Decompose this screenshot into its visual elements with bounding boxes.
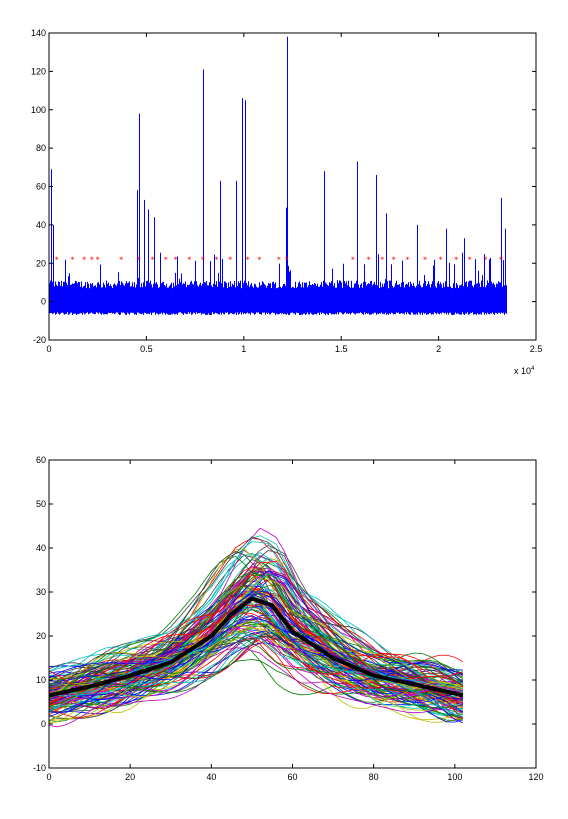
chart-2-x-tick-label: 60 (287, 772, 297, 782)
chart-1-peak-marker: * (277, 255, 281, 264)
chart-1-y-tick-label: 120 (31, 66, 46, 76)
chart-1-peak-marker: * (439, 255, 443, 264)
chart-1-peak-marker: * (246, 255, 250, 264)
chart-1-peak-marker: * (70, 255, 74, 264)
chart-1-peak-marker: * (366, 255, 370, 264)
chart-2-curve (48, 637, 463, 707)
chart-2-curve (48, 618, 463, 692)
chart-1-y-tick-label: -20 (33, 335, 46, 345)
chart-2-x-tick-label: 120 (528, 772, 543, 782)
chart-2-curve (48, 555, 464, 698)
chart-1-peak-marker: * (201, 255, 205, 264)
chart-1-x-tick-label: 0.5 (140, 344, 153, 354)
chart-2-y-tick-label: 60 (36, 455, 46, 465)
chart-1-peak-marker: * (423, 255, 427, 264)
chart-1-peak-marker: * (257, 255, 261, 264)
chart-2-curve (48, 593, 464, 721)
chart-1-y-tick-label: 80 (36, 143, 46, 153)
chart-1-x-multiplier-exponent: 4 (531, 366, 535, 372)
chart-1-peak-marker: * (150, 255, 154, 264)
chart-2-x-tick-label: 100 (447, 772, 462, 782)
chart-1-y-tick-label: 60 (36, 182, 46, 192)
chart-2-y-tick-label: 30 (36, 587, 46, 597)
chart-1-x-multiplier-base: x 10 (514, 366, 531, 376)
chart-2-curve (48, 549, 464, 713)
chart-1-peak-marker: * (468, 255, 472, 264)
chart-2-x-tick-label: 0 (46, 772, 51, 782)
chart-1-x-tick-label: 1.5 (335, 344, 348, 354)
chart-2-curve (48, 619, 464, 715)
chart-2-y-tick-label: 20 (36, 631, 46, 641)
chart-2-curve (48, 605, 464, 723)
chart-1-y-tick-label: 140 (31, 28, 46, 38)
chart-2-plot-area (48, 527, 464, 728)
chart-1-y-tick-label: 0 (41, 297, 46, 307)
chart-1-peak-marker: * (119, 255, 123, 264)
chart-1-y-tick-label: 20 (36, 258, 46, 268)
chart-1-peak-marker: * (82, 255, 86, 264)
chart-1-peak-marker: * (392, 255, 396, 264)
chart-1-peak-marker: * (380, 255, 384, 264)
chart-1-x-tick-label: 1 (241, 344, 246, 354)
chart-1-peak-marker: * (174, 255, 178, 264)
chart-1-y-tick-label: 40 (36, 220, 46, 230)
chart-1-x-tick-label: 0 (46, 344, 51, 354)
chart-1-peak-marker: * (285, 255, 289, 264)
chart-2-curve (48, 552, 464, 705)
chart-1-peak-marker: * (499, 255, 503, 264)
chart-2-curve (49, 570, 464, 682)
chart-1-plot-area: * * * * * * * * * * * * * * * * * * * * * * * * * * * * * (49, 36, 507, 315)
chart-2-curve (48, 536, 464, 687)
chart-1-peak-marker: * (483, 255, 487, 264)
chart-1-peak-marker: * (137, 255, 141, 264)
chart-1-peak-marker: * (164, 255, 168, 264)
chart-1-x-multiplier: x 104 (514, 366, 535, 376)
chart-2-curve (48, 588, 464, 690)
chart-1-peak-marker: * (351, 255, 355, 264)
chart-2-mean-curve (48, 596, 464, 698)
chart-1-x-tick-label: 2 (436, 344, 441, 354)
chart-2-y-tick-label: 0 (41, 719, 46, 729)
chart-1-y-tick-label: 100 (31, 105, 46, 115)
chart-2-curve (48, 628, 464, 700)
chart-2-y-tick-label: 10 (36, 675, 46, 685)
chart-2-curve (48, 605, 464, 689)
chart-2-x-tick-label: 40 (206, 772, 216, 782)
chart-2-y-tick-label: 50 (36, 499, 46, 509)
chart-2-curve (48, 592, 464, 717)
chart-2-curve (48, 548, 463, 698)
chart-2-curve (48, 647, 464, 728)
chart-1-peak-marker: * (187, 255, 191, 264)
chart-2-curve (48, 573, 463, 697)
chart-2-x-tick-label: 20 (125, 772, 135, 782)
chart-2-curve (48, 632, 463, 713)
chart-1-peak-marker: * (96, 255, 100, 264)
chart-1-peak-marker: * (90, 255, 94, 264)
chart-2-curve (48, 621, 464, 710)
chart-2-x-tick-label: 80 (369, 772, 379, 782)
chart-2-curve (48, 535, 463, 690)
chart-2-curve (48, 578, 463, 688)
chart-1-peak-marker: * (228, 255, 232, 264)
chart-2-y-tick-label: 40 (36, 543, 46, 553)
chart-1-x-tick-label: 2.5 (530, 344, 543, 354)
chart-2-curve (48, 538, 464, 687)
chart-2-y-tick-label: -10 (33, 763, 46, 773)
chart-1-peak-marker: * (55, 255, 59, 264)
chart-1-peak-marker: * (405, 255, 409, 264)
chart-2-curve (48, 584, 463, 700)
chart-1-peak-marker: * (215, 255, 219, 264)
chart-1-peak-marker: * (454, 255, 458, 264)
chart-1: * * * * * * * * * * * * * * * * * * * * * * * * * * * * * 0 0.5 1 1.5 2 2… (31, 28, 542, 376)
